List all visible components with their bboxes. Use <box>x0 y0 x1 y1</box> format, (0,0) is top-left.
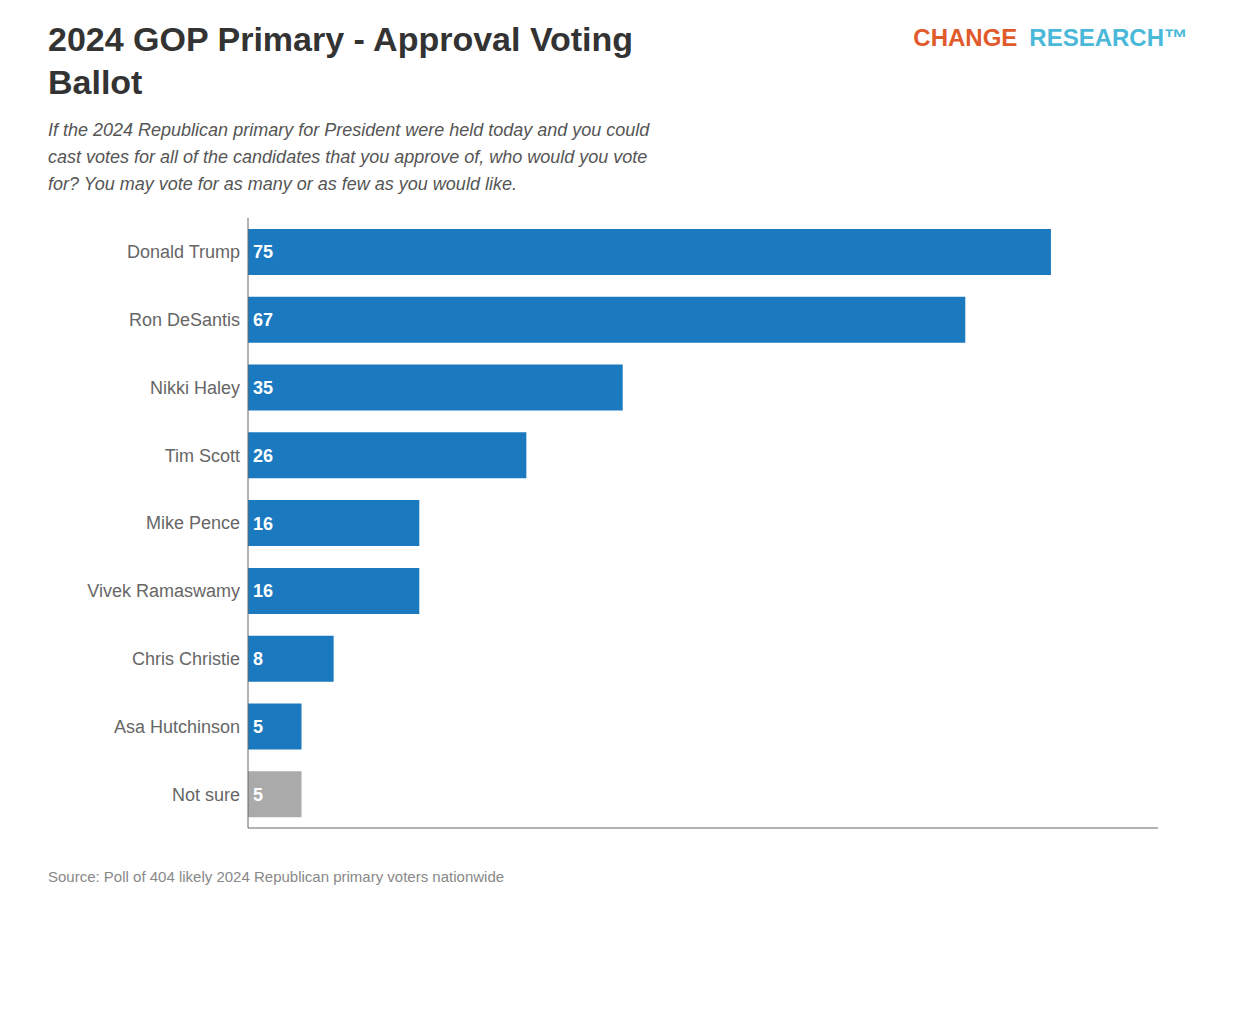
svg-text:Vivek Ramaswamy: Vivek Ramaswamy <box>87 581 240 601</box>
svg-text:35: 35 <box>253 378 273 398</box>
svg-text:5: 5 <box>253 717 263 737</box>
svg-text:Not sure: Not sure <box>172 785 240 805</box>
svg-text:26: 26 <box>253 446 273 466</box>
svg-text:8: 8 <box>253 649 263 669</box>
html-text:If the 2024 Republican primary: If the 2024 Republican primary for Presi… <box>48 120 650 140</box>
svg-text:Chris Christie: Chris Christie <box>132 649 240 669</box>
html-text:Source: Poll of 404 likely 202: Source: Poll of 404 likely 2024 Republic… <box>48 868 505 885</box>
html-text:CHANGE: CHANGE <box>913 24 1018 51</box>
html-text:cast votes for all of the cand: cast votes for all of the candidates tha… <box>48 147 648 167</box>
svg-text:Nikki Haley: Nikki Haley <box>150 378 240 398</box>
html-text:2024 GOP Primary - Approval Vo: 2024 GOP Primary - Approval Voting <box>48 20 634 58</box>
html-text:for? You may vote for as many: for? You may vote for as many or as few … <box>48 174 517 194</box>
svg-text:16: 16 <box>253 581 273 601</box>
svg-text:Asa Hutchinson: Asa Hutchinson <box>114 717 240 737</box>
svg-text:Tim Scott: Tim Scott <box>165 446 240 466</box>
svg-text:75: 75 <box>253 242 273 262</box>
svg-text:67: 67 <box>253 310 273 330</box>
svg-text:5: 5 <box>253 785 263 805</box>
html-text:Ballot: Ballot <box>48 62 143 101</box>
svg-text:16: 16 <box>253 514 273 534</box>
svg-text:Donald Trump: Donald Trump <box>127 242 240 262</box>
svg-text:Ron DeSantis: Ron DeSantis <box>129 310 240 330</box>
svg-text:Mike Pence: Mike Pence <box>146 513 240 533</box>
html-text:RESEARCH™: RESEARCH™ <box>1029 24 1188 51</box>
